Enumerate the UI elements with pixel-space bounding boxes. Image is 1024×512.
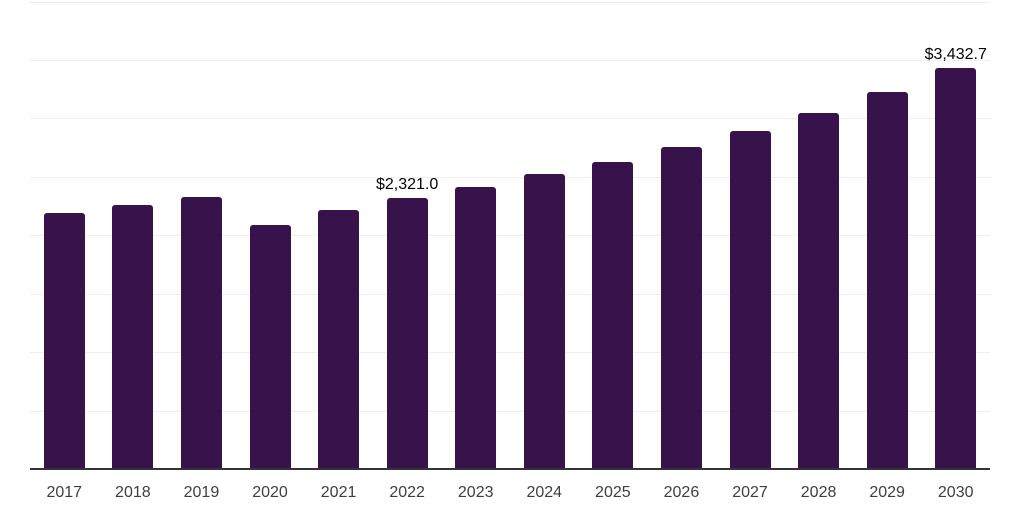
bar-2023[interactable] xyxy=(455,186,497,469)
bar-2022[interactable] xyxy=(386,197,428,469)
value-label-2030: $3,432.7 xyxy=(924,45,987,63)
gridline-3000 xyxy=(30,118,990,120)
bar-2021[interactable] xyxy=(318,210,360,469)
x-axis-line xyxy=(30,468,990,470)
x-tick-2023: 2023 xyxy=(457,484,494,501)
gridline-2000 xyxy=(30,235,990,237)
x-tick-2026: 2026 xyxy=(663,484,700,501)
gridline-1500 xyxy=(30,293,990,295)
bar-2028[interactable] xyxy=(798,112,840,469)
bar-2027[interactable] xyxy=(729,130,771,469)
gridline-1000 xyxy=(30,352,990,354)
bar-2029[interactable] xyxy=(866,91,908,469)
x-tick-2021: 2021 xyxy=(320,484,357,501)
x-tick-2018: 2018 xyxy=(115,484,151,501)
gridline-2500 xyxy=(30,176,990,178)
x-tick-2022: 2022 xyxy=(389,484,425,501)
x-tick-2030: 2030 xyxy=(937,484,974,501)
plot-area: $2,321.0 $3,432.7 xyxy=(30,1,990,470)
bar-2026[interactable] xyxy=(660,147,702,469)
bar-2018[interactable] xyxy=(112,205,154,469)
x-tick-2028: 2028 xyxy=(800,484,837,501)
x-tick-2029: 2029 xyxy=(869,484,905,501)
gridline-3500 xyxy=(30,59,990,61)
bar-2019[interactable] xyxy=(180,196,222,469)
x-tick-2017: 2017 xyxy=(46,484,83,501)
x-tick-2019: 2019 xyxy=(183,484,220,501)
bar-2020[interactable] xyxy=(249,225,291,469)
bar-2017[interactable] xyxy=(43,213,85,469)
x-axis: 2017 2018 2019 2020 2021 2022 2023 2024 2025 2026… xyxy=(30,483,990,507)
gridline-500 xyxy=(30,410,990,412)
bar-2025[interactable] xyxy=(592,161,634,469)
bar-2030[interactable] xyxy=(935,67,977,469)
x-tick-2025: 2025 xyxy=(595,484,631,501)
x-tick-2024: 2024 xyxy=(526,484,563,501)
bar-2024[interactable] xyxy=(523,173,565,469)
x-tick-2027: 2027 xyxy=(732,484,768,501)
x-tick-2020: 2020 xyxy=(252,484,288,501)
gridline-4000 xyxy=(30,1,990,3)
value-label-2022: $2,321.0 xyxy=(376,175,439,193)
